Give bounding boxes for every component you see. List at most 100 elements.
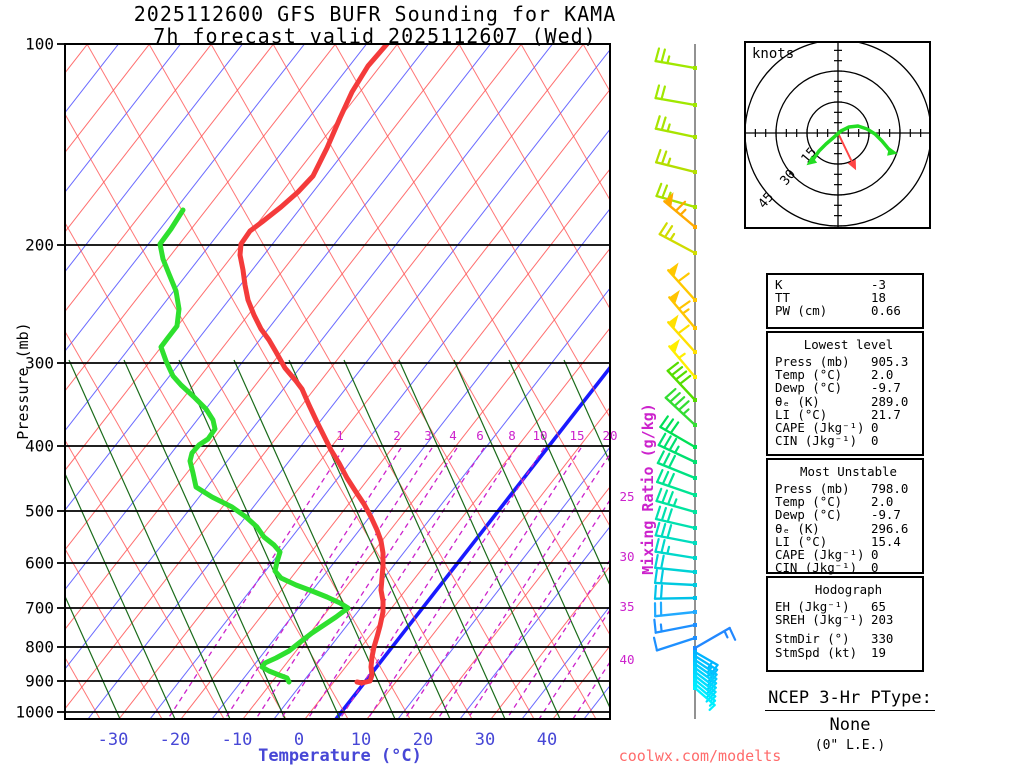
wind-barb [667, 314, 697, 354]
stats-row-value: 2.0 [871, 494, 894, 510]
stats-row-value: -9.7 [871, 507, 901, 523]
barb-station-marker [693, 556, 697, 560]
stats-row: StmSpd (kt) 19 [775, 644, 922, 660]
wind-barb [668, 289, 697, 330]
dry-adiabat-grid [66, 45, 609, 718]
stats-row: StmDir (°) 330 [775, 632, 922, 645]
barb-station-marker [693, 375, 697, 379]
barb-flag [669, 289, 680, 305]
barb-feather-full [673, 396, 686, 408]
temperature-tick-label: 40 [537, 730, 557, 750]
barb-shaft [693, 670, 717, 689]
watermark: coolwx.com/modelts [618, 747, 782, 765]
barb-feather-half [723, 629, 729, 639]
mixing-ratio-top-label: 1 [336, 428, 344, 443]
barb-station-marker [693, 610, 697, 614]
barb-feather-full [674, 370, 688, 381]
pressure-tick-label: 900 [25, 672, 54, 691]
stats-row: CAPE (Jkg⁻¹) 0 [775, 548, 922, 561]
isotherm-line [460, 527, 609, 718]
temperature-tick-label: -20 [160, 730, 191, 750]
temperature-tick-label: 20 [413, 730, 433, 750]
pressure-tick-label: 300 [25, 354, 54, 373]
pressure-gridlines [57, 43, 610, 713]
stats-panel-lowest-level: Lowest level Press (mb) 905.3 Temp (°C) 2.0 D… [766, 331, 924, 456]
temperature-axis-label: Temperature (°C) [258, 746, 422, 766]
sounding-traces [157, 45, 390, 686]
dry-adiabat-line [66, 114, 411, 718]
hodograph-trace-arrowhead [806, 155, 818, 166]
pressure-tick-label: 700 [25, 599, 54, 618]
barb-feather-full [653, 584, 658, 600]
mixing-ratio-line [572, 662, 609, 718]
isotherm-line [66, 45, 181, 192]
barb-station-marker [693, 476, 697, 480]
isotherm-line [66, 45, 553, 669]
mixing-ratio-top-label: 2 [393, 428, 401, 443]
barb-station-marker [693, 646, 697, 650]
ptype-block: NCEP 3-Hr PType: None (0" L.E.) [745, 688, 955, 753]
stats-row: CIN (Jkg⁻¹) 0 [775, 434, 922, 447]
barb-feather-full [677, 272, 690, 283]
dry-adiabat-line [272, 45, 609, 635]
mixing-ratio-top-label: 8 [508, 428, 516, 443]
dry-adiabat-line [520, 45, 609, 200]
barb-station-marker [693, 423, 697, 427]
stats-row-value: 296.6 [871, 520, 909, 536]
barb-feather-full [660, 506, 667, 522]
stats-panel-most-unstable: Most Unstable Press (mb) 798.0 Temp (°C) 2.0… [766, 458, 924, 574]
barb-feather-full [655, 182, 663, 198]
moist-adiabat-line [398, 359, 561, 718]
stats-row: θₑ (K) 289.0 [775, 394, 922, 407]
wind-barb [693, 686, 716, 712]
stats-row: Temp (°C) 2.0 [775, 368, 922, 381]
wind-barb [654, 47, 697, 70]
pressure-tick-label: 400 [25, 437, 54, 456]
hodograph-trace-arrowhead [887, 146, 898, 156]
barb-feather-full [654, 553, 659, 569]
barb-feather-half [666, 123, 671, 133]
barb-station-marker [693, 678, 697, 682]
pressure-tick-label: 500 [25, 502, 54, 521]
isotherm-line [66, 45, 522, 629]
barb-station-marker [693, 654, 697, 658]
wind-barb [663, 192, 697, 229]
stats-row-label: StmSpd (kt) [775, 644, 858, 660]
stats-row-value: 65 [871, 599, 886, 614]
stats-row-value: 798.0 [871, 481, 909, 496]
barb-feather-full [677, 400, 690, 412]
stats-row: LI (°C) 21.7 [775, 408, 922, 421]
stats-row-value: 18 [871, 290, 886, 306]
isotherm-line [66, 45, 212, 232]
barb-feather-full [661, 489, 669, 504]
barb-feather-half [672, 498, 678, 508]
wind-barb [654, 538, 697, 560]
mixing-ratio-right-label: 30 [619, 549, 634, 564]
hodograph-trace [810, 124, 893, 163]
pressure-tick-label: 800 [25, 638, 54, 657]
barb-station-marker [693, 623, 697, 627]
dry-adiabat-line [66, 440, 225, 718]
barb-feather-full [653, 568, 658, 585]
barb-feather-full [669, 392, 681, 403]
stats-row: K -3 [775, 278, 922, 291]
ptype-detail: (0" L.E.) [814, 738, 886, 753]
barb-station-marker [693, 650, 697, 654]
pressure-tick-label: 600 [25, 554, 54, 573]
barb-flag [668, 314, 679, 329]
stats-row: PW (cm) 0.66 [775, 304, 922, 317]
wind-barb [659, 415, 697, 449]
temperature-tick-label: -30 [98, 730, 129, 750]
barb-feather-full [666, 508, 673, 523]
stats-row-value: 21.7 [871, 406, 901, 422]
ptype-value: None [829, 715, 871, 735]
barb-station-marker [693, 596, 697, 600]
stats-row-label: LI (°C) [775, 406, 828, 422]
barb-feather-full [708, 663, 719, 677]
moist-adiabat-line [178, 359, 341, 718]
mixing-ratio-top-label: 3 [424, 428, 432, 443]
isotherm-line [274, 288, 609, 718]
barb-feather-full [678, 374, 692, 386]
pressure-tick-label: 1000 [15, 703, 54, 722]
